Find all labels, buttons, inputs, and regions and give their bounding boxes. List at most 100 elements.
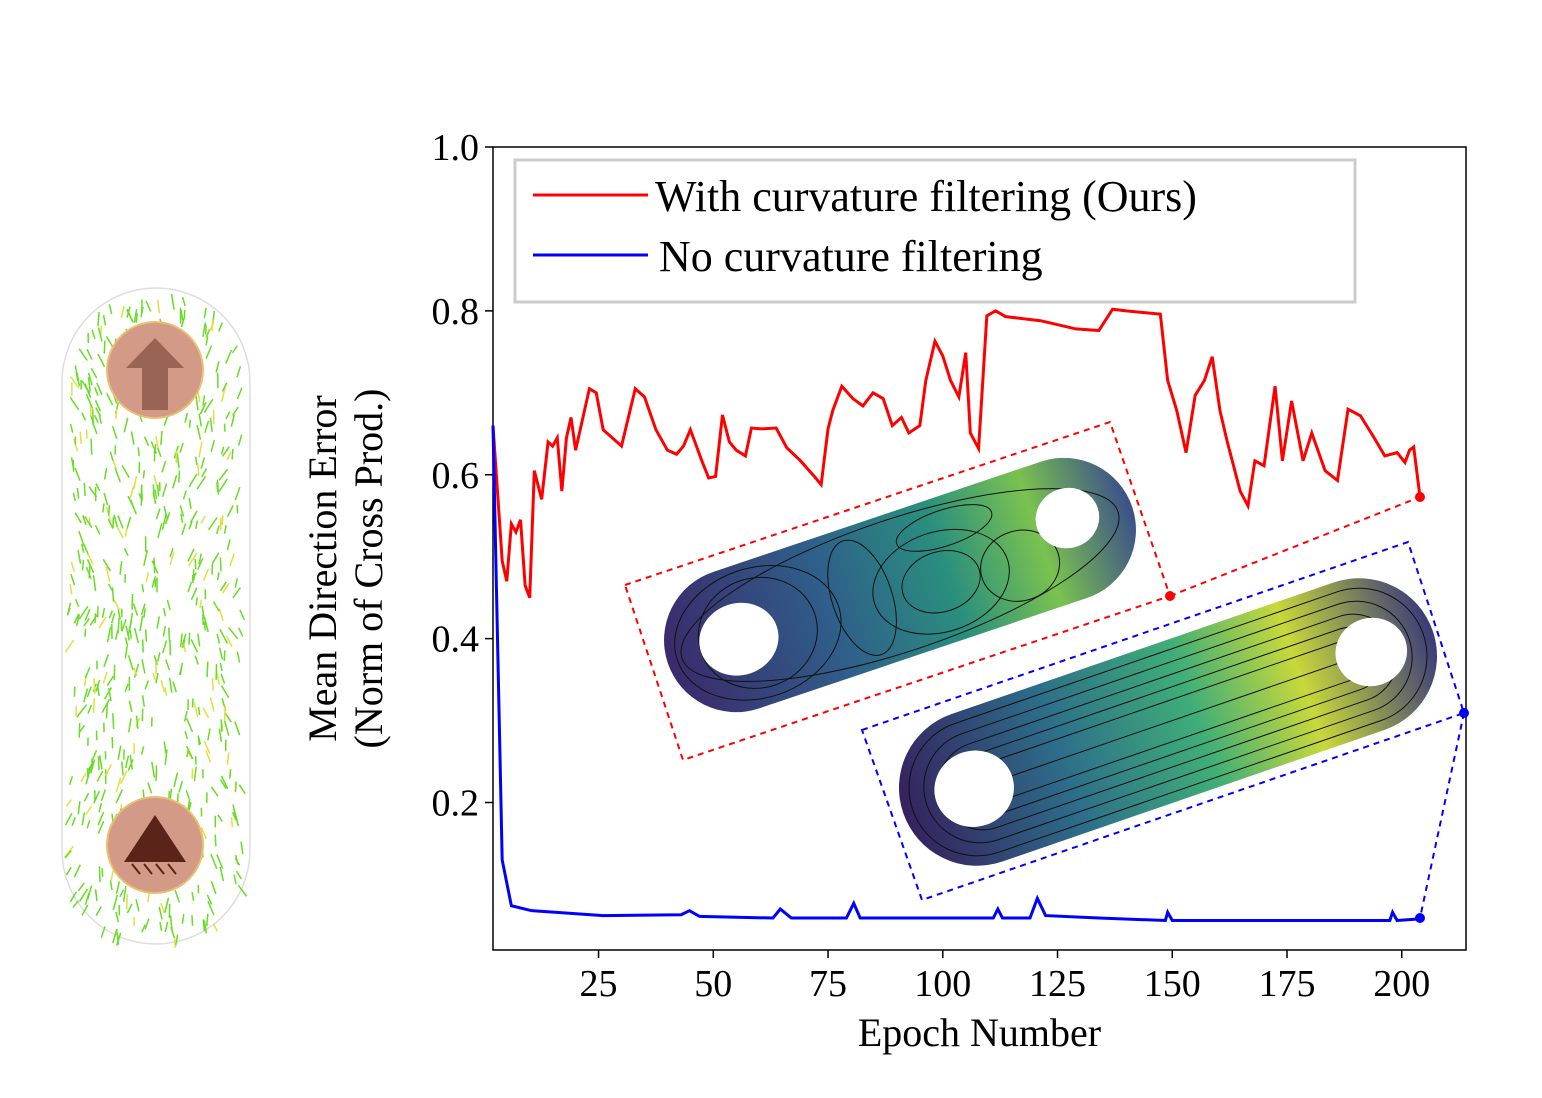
field-arrow	[155, 765, 158, 782]
field-arrow	[98, 803, 103, 813]
field-arrow	[114, 408, 118, 420]
field-arrow	[64, 639, 75, 653]
field-arrow	[236, 651, 241, 663]
x-tick-label: 125	[1029, 963, 1086, 1005]
field-arrow	[161, 514, 167, 530]
field-arrow	[231, 448, 234, 460]
field-arrow	[203, 920, 208, 934]
field-arrow	[121, 761, 124, 776]
field-arrow	[117, 608, 121, 620]
field-arrow	[236, 366, 242, 378]
field-arrow	[232, 587, 241, 599]
field-arrow	[196, 475, 207, 490]
field-arrow	[133, 667, 138, 677]
field-arrow	[187, 552, 198, 567]
y-axis-label: (Norm of Cross Prod.)	[346, 389, 391, 749]
inset-with-filtering	[623, 420, 1425, 762]
field-arrow	[187, 581, 193, 593]
field-arrow	[78, 724, 86, 733]
field-arrow	[115, 911, 120, 923]
field-arrow	[133, 663, 140, 678]
connector	[1169, 496, 1421, 597]
field-arrow	[69, 423, 74, 433]
field-arrow	[159, 921, 163, 931]
field-arrow	[119, 770, 128, 785]
field-arrow	[183, 711, 188, 722]
field-arrow	[236, 387, 243, 400]
field-arrow	[237, 884, 248, 897]
field-arrow	[169, 547, 174, 558]
field-arrow	[169, 552, 175, 566]
field-arrow	[72, 492, 77, 502]
field-arrow	[235, 870, 242, 880]
field-arrow	[164, 512, 171, 525]
field-arrow	[145, 300, 152, 312]
plot-area: 0.2 0.4 0.6 0.8 1.0 25 50 75 100 125 150 175 200 Epoc…	[300, 127, 1467, 1055]
field-arrow	[220, 386, 227, 403]
field-arrow	[157, 447, 162, 458]
field-arrow	[160, 902, 166, 914]
field-arrow	[190, 639, 199, 653]
field-arrow	[85, 566, 92, 580]
field-arrow	[114, 467, 122, 483]
field-arrow	[172, 681, 177, 693]
connector	[1419, 712, 1465, 919]
field-arrow	[94, 525, 101, 535]
field-arrow	[157, 652, 161, 662]
field-arrow	[117, 515, 124, 529]
legend-label: With curvature filtering (Ours)	[655, 172, 1197, 221]
field-arrow	[97, 327, 103, 342]
field-arrow	[107, 583, 114, 592]
field-arrow	[124, 755, 130, 769]
field-arrow	[210, 853, 218, 869]
field-arrow	[238, 784, 246, 795]
field-arrow	[128, 700, 133, 712]
field-arrow	[188, 521, 193, 530]
field-arrow	[73, 613, 80, 624]
field-arrow	[210, 786, 219, 797]
field-arrow	[207, 900, 215, 916]
field-arrow	[102, 503, 105, 513]
field-arrow	[234, 781, 237, 793]
field-arrow	[73, 438, 79, 452]
series-line	[491, 425, 1421, 923]
field-arrow	[119, 889, 125, 898]
field-arrow	[74, 512, 82, 524]
field-arrow	[124, 683, 129, 693]
field-arrow	[93, 790, 101, 804]
field-arrow	[202, 395, 206, 406]
field-arrow	[72, 900, 80, 908]
field-arrow	[91, 329, 96, 339]
field-arrow	[112, 460, 118, 470]
field-arrow	[127, 759, 134, 771]
field-arrow	[110, 612, 116, 624]
inset-surface	[664, 457, 1136, 713]
field-arrow	[69, 583, 73, 595]
field-arrow	[71, 816, 76, 827]
field-arrow	[141, 584, 145, 593]
field-arrow	[174, 934, 179, 946]
field-arrow	[219, 662, 223, 672]
field-arrow	[220, 775, 229, 790]
field-arrow	[108, 504, 111, 515]
field-arrow	[97, 820, 105, 834]
field-arrow	[87, 372, 93, 386]
field-arrow	[105, 702, 108, 719]
field-arrow	[69, 397, 80, 411]
field-arrow	[78, 348, 88, 361]
field-arrow	[141, 639, 144, 653]
field-arrow	[135, 313, 139, 323]
field-arrow	[115, 932, 122, 946]
field-arrow	[111, 587, 115, 602]
field-arrow	[198, 441, 203, 458]
y-tick-label: 0.2	[432, 783, 480, 825]
field-arrow	[103, 340, 106, 354]
field-arrow	[185, 745, 194, 760]
field-arrow	[188, 497, 192, 509]
field-arrow	[222, 446, 230, 457]
y-tick-label: 0.6	[432, 455, 480, 497]
plot-frame	[492, 146, 1467, 951]
field-arrow	[234, 486, 241, 501]
x-tick-label: 150	[1144, 963, 1201, 1005]
x-axis-label: Epoch Number	[858, 1010, 1101, 1055]
